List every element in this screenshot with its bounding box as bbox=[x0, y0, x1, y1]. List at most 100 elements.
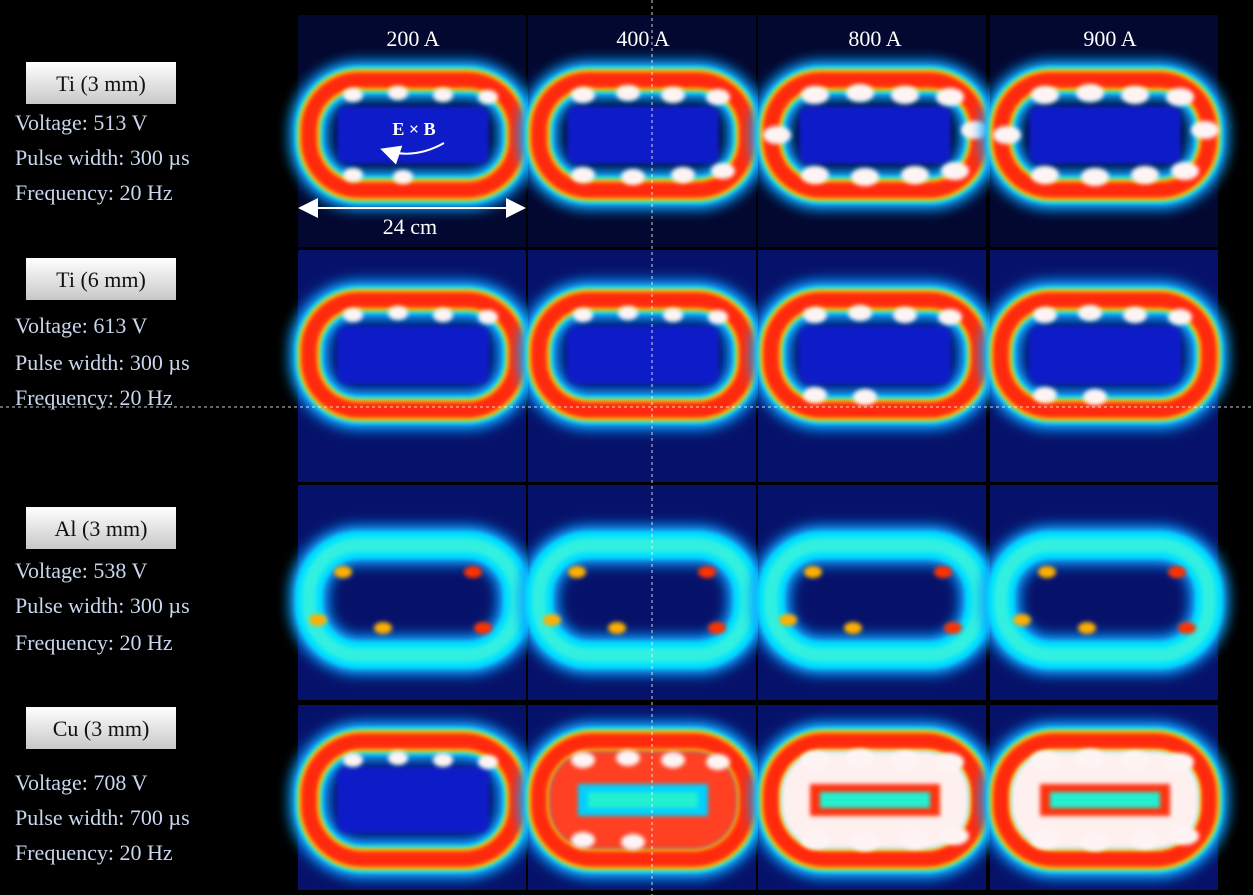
hot-spot bbox=[763, 126, 791, 144]
condition-line: Voltage: 538 V bbox=[15, 558, 148, 583]
hot-spot bbox=[474, 622, 492, 634]
hot-spot bbox=[803, 387, 827, 403]
ring bbox=[993, 292, 1217, 418]
hot-spot bbox=[388, 86, 408, 100]
hot-spot bbox=[433, 308, 453, 322]
hot-spot bbox=[941, 162, 969, 180]
hot-spot bbox=[661, 752, 685, 768]
hot-spot bbox=[1031, 751, 1059, 769]
hot-spot bbox=[711, 163, 735, 179]
hot-spot bbox=[893, 307, 917, 323]
condition-line: Voltage: 613 V bbox=[15, 313, 148, 338]
core bbox=[1050, 792, 1160, 808]
hot-spot bbox=[1031, 86, 1059, 104]
hot-spot bbox=[941, 827, 969, 845]
inner bbox=[1029, 326, 1181, 384]
hot-spot bbox=[851, 168, 879, 186]
core bbox=[588, 792, 698, 808]
ring bbox=[302, 538, 524, 662]
condition-line: Pulse width: 300 µs bbox=[15, 350, 190, 375]
hot-spot bbox=[393, 170, 413, 184]
ring bbox=[763, 292, 987, 418]
hot-spot bbox=[1083, 389, 1107, 405]
hot-spot bbox=[1121, 751, 1149, 769]
hot-spot bbox=[801, 166, 829, 184]
hot-spot bbox=[1123, 307, 1147, 323]
panels bbox=[289, 15, 1229, 890]
hot-spot bbox=[1178, 622, 1196, 634]
hot-spot bbox=[343, 308, 363, 322]
hot-spot bbox=[901, 166, 929, 184]
hot-spot bbox=[571, 832, 595, 848]
plasma-image bbox=[751, 250, 999, 482]
plasma-image bbox=[519, 15, 767, 247]
hot-spot bbox=[621, 169, 645, 185]
hot-spot bbox=[478, 755, 498, 769]
material-box bbox=[26, 62, 176, 104]
inner bbox=[337, 106, 489, 164]
core bbox=[820, 792, 930, 808]
hot-spot bbox=[934, 566, 952, 578]
scale-label: 24 cm bbox=[383, 214, 437, 239]
hot-spot bbox=[478, 90, 498, 104]
hot-spot bbox=[936, 753, 964, 771]
hot-spot bbox=[571, 87, 595, 103]
inner bbox=[567, 106, 719, 164]
hot-spot bbox=[334, 566, 352, 578]
hot-spot bbox=[846, 84, 874, 102]
hot-spot bbox=[309, 614, 327, 626]
column-header: 400 A bbox=[616, 26, 669, 51]
hot-spot bbox=[568, 566, 586, 578]
inner bbox=[337, 767, 489, 833]
plasma-image bbox=[981, 705, 1229, 890]
hot-spot bbox=[1121, 86, 1149, 104]
hot-spot bbox=[846, 749, 874, 767]
plasma-image bbox=[289, 250, 537, 482]
hot-spot bbox=[706, 754, 730, 770]
plasma-image bbox=[519, 705, 767, 890]
ring bbox=[994, 538, 1216, 662]
hot-spot bbox=[433, 753, 453, 767]
ring bbox=[531, 72, 755, 198]
ring bbox=[531, 292, 755, 418]
hot-spot bbox=[1076, 84, 1104, 102]
plasma-image bbox=[751, 485, 999, 700]
hot-spot bbox=[1038, 566, 1056, 578]
hot-spot bbox=[1168, 309, 1192, 325]
plasma-image bbox=[289, 485, 537, 700]
hot-spot bbox=[804, 566, 822, 578]
hot-spot bbox=[1078, 622, 1096, 634]
material-box bbox=[26, 707, 176, 749]
hot-spot bbox=[343, 88, 363, 102]
material-box bbox=[26, 507, 176, 549]
hot-spot bbox=[779, 614, 797, 626]
ring bbox=[301, 72, 525, 198]
inner bbox=[799, 106, 951, 164]
plasma-image bbox=[519, 250, 767, 482]
hot-spot bbox=[901, 831, 929, 849]
inner bbox=[1029, 106, 1181, 164]
plasma-image bbox=[751, 705, 999, 890]
hot-spot bbox=[708, 622, 726, 634]
hot-spot bbox=[938, 309, 962, 325]
condition-line: Frequency: 20 Hz bbox=[15, 840, 173, 865]
inner bbox=[337, 326, 489, 384]
plasma-image bbox=[289, 705, 537, 890]
hot-spot bbox=[708, 310, 728, 324]
hot-spot bbox=[1131, 166, 1159, 184]
hot-spot bbox=[844, 622, 862, 634]
hot-spot bbox=[621, 834, 645, 850]
hot-spot bbox=[851, 833, 879, 851]
hot-spot bbox=[616, 85, 640, 101]
plasma-image bbox=[981, 250, 1229, 482]
hot-spot bbox=[803, 307, 827, 323]
ring bbox=[532, 538, 754, 662]
hot-spot bbox=[1191, 121, 1219, 139]
material-label: Ti (6 mm) bbox=[56, 267, 146, 292]
hot-spot bbox=[1078, 305, 1102, 321]
hot-spot bbox=[1076, 749, 1104, 767]
hot-spot bbox=[571, 167, 595, 183]
hot-spot bbox=[343, 168, 363, 182]
hot-spot bbox=[853, 389, 877, 405]
